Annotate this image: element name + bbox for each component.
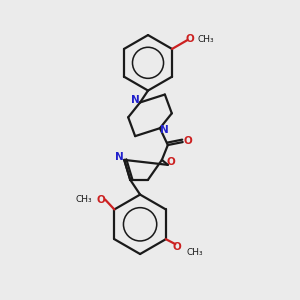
Text: O: O [97, 194, 106, 205]
Text: CH₃: CH₃ [186, 248, 203, 256]
Text: O: O [167, 157, 175, 167]
Text: O: O [185, 34, 194, 44]
Text: O: O [183, 136, 192, 146]
Text: CH₃: CH₃ [197, 34, 214, 43]
Text: N: N [115, 152, 124, 162]
Text: O: O [173, 242, 182, 252]
Text: CH₃: CH₃ [76, 195, 92, 204]
Text: N: N [160, 125, 169, 135]
Text: N: N [131, 95, 140, 106]
